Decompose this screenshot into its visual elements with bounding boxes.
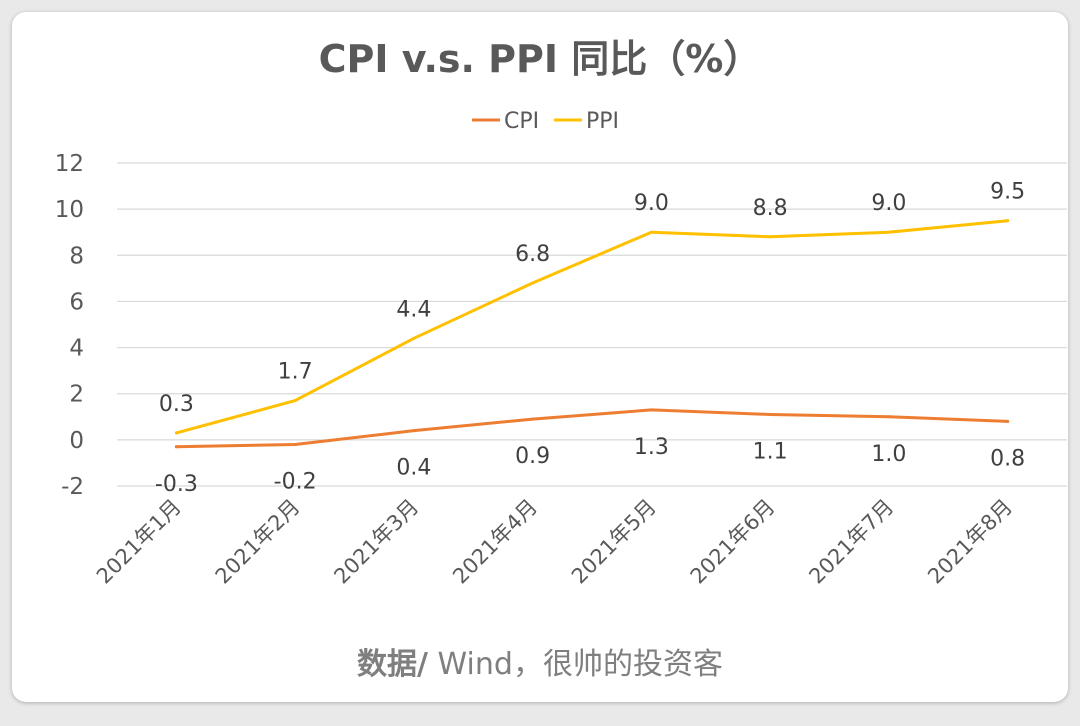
y-tick-label: 8 (69, 243, 84, 269)
data-point-cpi (174, 445, 178, 449)
x-tick-label: 2021年3月 (329, 495, 423, 589)
x-tick-label: 2021年6月 (686, 495, 780, 589)
chart-title: CPI v.s. PPI 同比（%） (319, 37, 762, 81)
data-label-ppi: 9.0 (871, 191, 906, 216)
legend-cpi-label: CPI (504, 109, 539, 134)
data-point-ppi (649, 230, 653, 234)
data-point-cpi (412, 429, 416, 433)
data-label-ppi: 9.0 (634, 191, 669, 216)
data-point-cpi (649, 408, 653, 412)
data-point-cpi (531, 417, 535, 421)
data-label-cpi: -0.2 (274, 469, 317, 494)
data-label-cpi: 1.3 (634, 435, 669, 460)
x-tick-label: 2021年7月 (804, 495, 898, 589)
data-label-ppi: 8.8 (753, 196, 788, 221)
y-tick-label: 10 (55, 197, 84, 223)
data-label-ppi: 6.8 (515, 242, 550, 267)
data-point-cpi (1006, 419, 1010, 423)
data-point-ppi (293, 399, 297, 403)
x-tick-label: 2021年2月 (211, 495, 305, 589)
y-tick-label: -2 (61, 474, 84, 500)
data-point-cpi (887, 415, 891, 419)
data-point-ppi (1006, 219, 1010, 223)
data-label-ppi: 9.5 (990, 180, 1025, 205)
data-label-ppi: 1.7 (278, 360, 313, 385)
source-note: 数据/ Wind，很帅的投资客 (357, 647, 723, 682)
data-point-cpi (293, 442, 297, 446)
data-label-cpi: -0.3 (155, 472, 198, 497)
y-tick-label: 0 (69, 428, 84, 454)
data-label-cpi: 1.0 (871, 442, 906, 467)
data-point-ppi (412, 336, 416, 340)
source-text: Wind，很帅的投资客 (428, 647, 723, 682)
x-axis-ticks: 2021年1月 2021年2月 2021年3月 2021年4月 2021年5月 2021年… (92, 495, 1017, 589)
source-prefix: 数据/ (357, 647, 428, 682)
data-label-cpi: 0.9 (515, 444, 550, 469)
y-tick-label: 12 (55, 151, 84, 177)
series-line-ppi (174, 219, 1010, 435)
y-tick-label: 4 (69, 336, 84, 362)
x-tick-label: 2021年8月 (923, 495, 1017, 589)
data-labels: -0.3 -0.2 0.4 0.9 1.3 1.1 1.0 0.8 0.3 1.7 4.4 6.8 9.… (155, 180, 1025, 497)
y-tick-label: 6 (69, 289, 84, 315)
data-point-ppi (768, 235, 772, 239)
y-axis-ticks: 12 10 8 6 4 2 0 -2 (55, 151, 84, 500)
data-point-ppi (887, 230, 891, 234)
line-chart: CPI v.s. PPI 同比（%） CPI PPI 12 10 8 6 4 2 0 -2 2… (55, 37, 1067, 682)
legend: CPI PPI (472, 109, 619, 134)
legend-ppi-label: PPI (586, 109, 619, 134)
data-label-cpi: 1.1 (753, 439, 788, 464)
data-label-ppi: 0.3 (159, 392, 194, 417)
chart-card: CPI v.s. PPI 同比（%） CPI PPI 12 10 8 6 4 2 0 -2 2… (12, 12, 1068, 702)
grid-lines (117, 162, 1067, 487)
x-tick-label: 2021年4月 (448, 495, 542, 589)
series-lines (174, 219, 1010, 449)
data-label-cpi: 0.4 (396, 456, 431, 481)
x-tick-label: 2021年1月 (92, 495, 186, 589)
series-line-cpi (174, 408, 1010, 449)
data-point-ppi (174, 431, 178, 435)
data-label-ppi: 4.4 (396, 297, 431, 322)
data-point-ppi (531, 281, 535, 285)
x-tick-label: 2021年5月 (567, 495, 661, 589)
y-tick-label: 2 (69, 382, 84, 408)
data-point-cpi (768, 412, 772, 416)
data-label-cpi: 0.8 (990, 446, 1025, 471)
